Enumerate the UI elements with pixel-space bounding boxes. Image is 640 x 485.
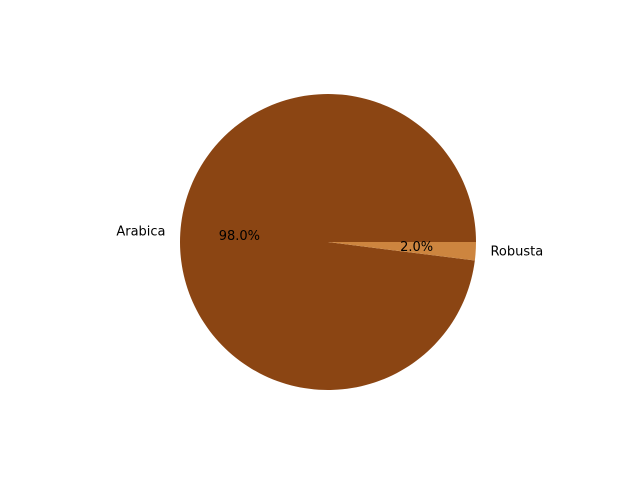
pie-slice-arabica bbox=[179, 94, 476, 391]
pie-labels: Arabica 98.0% Robusta 2.0% bbox=[116, 224, 543, 259]
pie-slices bbox=[179, 94, 476, 391]
slice-pct-robusta: 2.0% bbox=[400, 240, 433, 255]
slice-label-arabica: Arabica bbox=[116, 224, 165, 239]
slice-pct-arabica: 98.0% bbox=[219, 229, 260, 244]
slice-label-robusta: Robusta bbox=[490, 245, 543, 260]
pie-slice-robusta bbox=[328, 242, 476, 261]
